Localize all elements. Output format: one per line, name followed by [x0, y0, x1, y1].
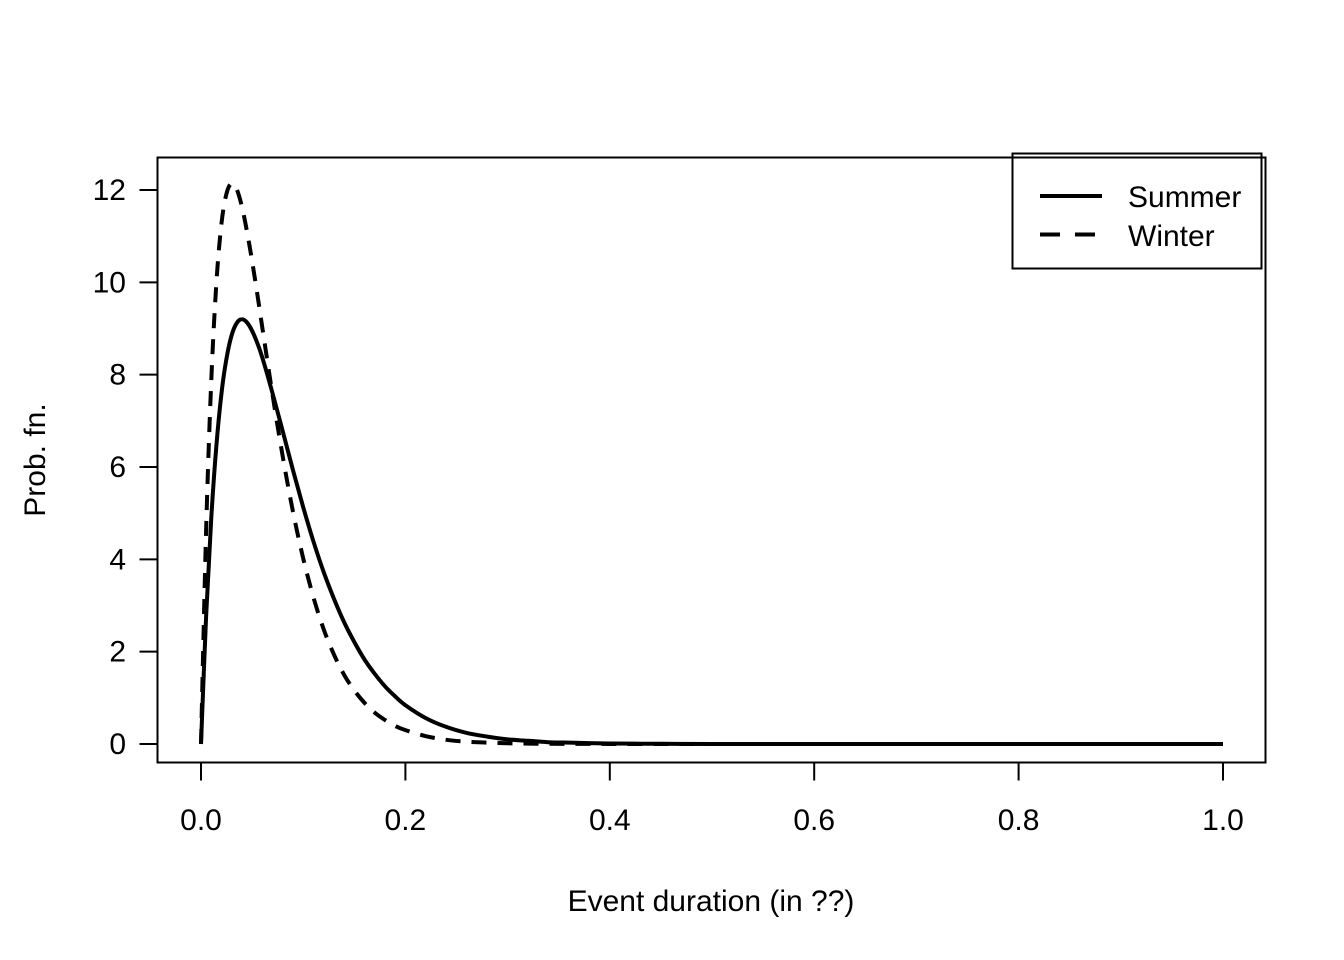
legend-winter-label: Winter: [1128, 220, 1215, 253]
x-tick-label: 1.0: [1202, 804, 1244, 837]
x-tick-label: 0.2: [385, 804, 427, 837]
series-summer-curve: [199, 317, 1223, 746]
x-axis-title: Event duration (in ??): [568, 885, 855, 918]
legend: Summer Winter: [1011, 152, 1263, 270]
plot-series: [199, 181, 1223, 746]
y-axis-title: Prob. fn.: [19, 403, 52, 516]
series-winter-curve: [199, 181, 1223, 746]
legend-box: [1011, 152, 1263, 270]
plot-area-border: [156, 156, 1267, 764]
x-tick-label: 0.4: [589, 804, 631, 837]
y-tick-label: 12: [93, 174, 126, 207]
y-tick-label: 6: [109, 451, 126, 484]
y-axis: 0 2 4 6 8 10 12: [93, 174, 158, 761]
legend-summer-label: Summer: [1128, 181, 1241, 214]
y-tick-label: 0: [109, 728, 126, 761]
y-tick-label: 10: [93, 266, 126, 299]
x-tick-label: 0.8: [998, 804, 1040, 837]
x-axis-ticks: 0.0 0.2 0.4 0.6 0.8 1.0: [180, 762, 1244, 837]
x-axis: 0.0 0.2 0.4 0.6 0.8 1.0: [180, 762, 1244, 837]
y-tick-label: 8: [109, 359, 126, 392]
y-tick-label: 2: [109, 636, 126, 669]
x-tick-label: 0.0: [180, 804, 222, 837]
x-tick-label: 0.6: [793, 804, 835, 837]
y-axis-ticks: 0 2 4 6 8 10 12: [93, 174, 158, 761]
y-tick-label: 4: [109, 543, 126, 576]
